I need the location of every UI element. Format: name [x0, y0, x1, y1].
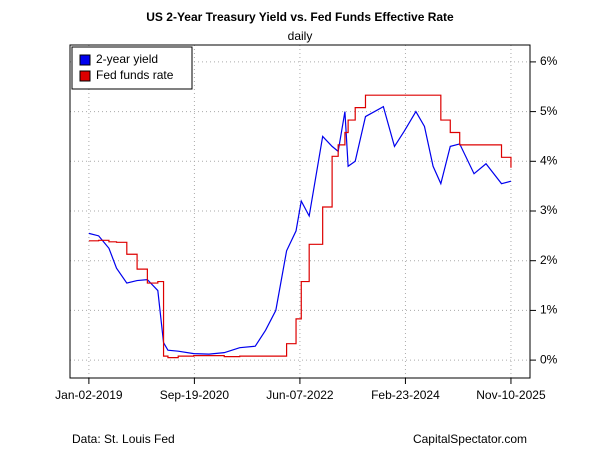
chart-title: US 2-Year Treasury Yield vs. Fed Funds E…: [146, 10, 454, 24]
y-tick-label: 6%: [540, 54, 558, 68]
source: Data: St. Louis Fed: [72, 432, 175, 446]
legend-swatch: [79, 54, 91, 66]
plot-frame: [69, 44, 531, 379]
series-line: [88, 94, 512, 359]
legend-label: 2-year yield: [96, 52, 158, 66]
chart-subtitle: daily: [288, 29, 313, 43]
y-tick-label: 4%: [540, 153, 558, 167]
x-tick-label: Jun-07-2022: [266, 388, 334, 402]
y-tick-label: 1%: [540, 303, 558, 317]
x-tick-label: Nov-10-2025: [476, 388, 546, 402]
y-tick-label: 3%: [540, 203, 558, 217]
series-line: [88, 105, 512, 355]
legend-label: Fed funds rate: [96, 68, 174, 82]
legend-swatch: [79, 70, 91, 82]
x-tick-label: Jan-02-2019: [55, 388, 123, 402]
legend-box: [71, 46, 193, 90]
x-tick-label: Feb-23-2024: [371, 388, 440, 402]
x-tick-label: Sep-19-2020: [160, 388, 230, 402]
credit: CapitalSpectator.com: [413, 432, 527, 446]
y-tick-label: 2%: [540, 253, 558, 267]
y-tick-label: 0%: [540, 352, 558, 366]
y-tick-label: 5%: [540, 104, 558, 118]
